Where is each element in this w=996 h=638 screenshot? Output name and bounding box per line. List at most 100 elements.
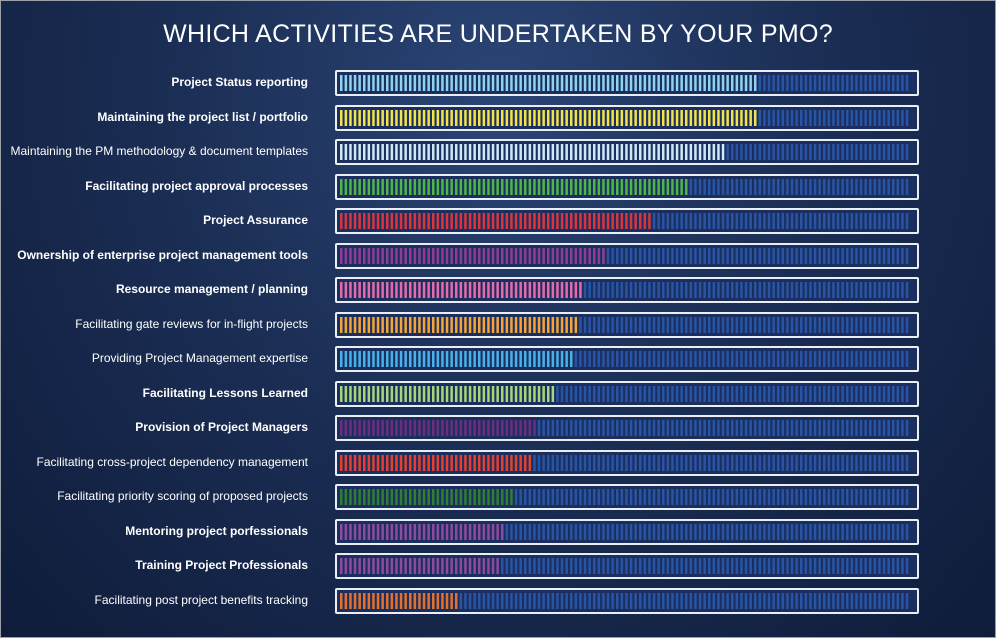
bar-empty-tick <box>689 454 693 471</box>
bar-fill-tick <box>611 178 614 195</box>
bar-empty-tick <box>625 523 628 540</box>
bar-empty-tick <box>859 351 863 367</box>
bar-empty-tick <box>887 316 890 333</box>
bar-empty-tick <box>795 247 798 264</box>
bar-empty-tick <box>537 420 541 436</box>
bar-fill-tick <box>482 247 486 264</box>
bar-empty-tick <box>827 558 831 574</box>
bar-empty-tick <box>813 213 817 229</box>
bar-empty-tick <box>882 316 886 333</box>
bar-empty-tick <box>671 351 674 367</box>
bar-fill-tick <box>616 109 619 126</box>
bar-empty-tick <box>625 489 628 505</box>
bar-empty-tick <box>606 316 610 333</box>
bar-empty-tick <box>905 247 909 264</box>
bar-empty-tick <box>689 316 693 333</box>
bar-empty-tick <box>602 523 605 540</box>
bar-empty-tick <box>689 178 693 195</box>
bar-fill-tick <box>459 213 463 229</box>
bar-empty-tick <box>827 592 831 609</box>
bar-empty-tick <box>731 592 734 609</box>
bar-fill-tick <box>450 144 453 160</box>
bar-fill-tick <box>643 178 647 195</box>
bar-fill-tick <box>616 75 619 91</box>
bar-fill-tick <box>556 282 559 298</box>
bar-empty-tick <box>869 109 872 126</box>
bar-fill-tick <box>593 178 596 195</box>
bar-empty-tick <box>809 316 812 333</box>
bar-empty-tick <box>537 558 541 574</box>
bar-empty-tick <box>836 454 840 471</box>
bar-fill-tick <box>390 316 394 333</box>
bar-fill-tick <box>367 144 371 160</box>
bar-empty-tick <box>896 247 900 264</box>
bar-empty-tick <box>703 558 706 574</box>
bar-fill-tick <box>491 454 495 471</box>
bar-fill-tick <box>353 178 357 195</box>
bar-empty-tick <box>855 420 858 436</box>
bar-empty-tick <box>781 454 785 471</box>
bar-empty-tick <box>731 489 734 505</box>
bar-empty-tick <box>616 489 619 505</box>
bar-empty-tick <box>772 489 775 505</box>
bar-empty-tick <box>827 523 831 540</box>
bar-fill-tick <box>367 489 371 505</box>
bar-fill-tick <box>404 385 407 402</box>
bar-fill-tick <box>358 489 361 505</box>
bar-fill-tick <box>358 247 361 264</box>
bar-empty-tick <box>859 489 863 505</box>
bar-empty-tick <box>565 454 568 471</box>
bar-empty-tick <box>721 592 725 609</box>
bar-empty-tick <box>841 316 844 333</box>
bar-fill-tick <box>340 558 343 574</box>
bar-fill-tick <box>340 213 343 229</box>
bar-fill-tick <box>436 282 440 298</box>
bar-fill-tick <box>432 489 435 505</box>
bar-empty-tick <box>813 558 817 574</box>
bar-fill-tick <box>712 75 716 91</box>
bar-fill-tick <box>560 247 564 264</box>
bar-empty-tick <box>542 420 545 436</box>
bar-fill-tick <box>422 109 426 126</box>
bar-fill-tick <box>372 420 375 436</box>
bar-empty-tick <box>795 523 798 540</box>
bar-fill-tick <box>367 454 371 471</box>
bar-empty-tick <box>781 178 785 195</box>
bar-fill-tick <box>712 109 716 126</box>
bar-fill-tick <box>422 558 426 574</box>
bar-empty-tick <box>501 592 504 609</box>
bar-fill-tick <box>358 351 361 367</box>
bar-empty-tick <box>850 282 854 298</box>
bar-fill-tick <box>468 109 472 126</box>
bar-empty-tick <box>648 351 651 367</box>
bar-empty-tick <box>882 523 886 540</box>
bar-fill-tick <box>482 109 486 126</box>
bar-empty-tick <box>602 454 605 471</box>
bar-empty-tick <box>892 316 895 333</box>
bar-empty-tick <box>892 75 895 91</box>
bar-empty-tick <box>639 489 642 505</box>
bar-empty-tick <box>570 489 573 505</box>
bar-fill-tick <box>441 523 444 540</box>
bar-empty-tick <box>827 489 831 505</box>
bar-empty-tick <box>777 282 780 298</box>
bar-fill-tick <box>505 247 509 264</box>
bar-fill-tick <box>501 247 504 264</box>
bar-fill-tick <box>537 109 541 126</box>
bar-empty-tick <box>832 523 835 540</box>
bar-fill-tick <box>367 592 371 609</box>
bar-fill-tick <box>367 282 371 298</box>
bar-empty-tick <box>629 385 633 402</box>
bar-empty-tick <box>850 420 854 436</box>
bar-empty-tick <box>721 385 725 402</box>
bar-fill-tick <box>386 316 389 333</box>
bar-fill-tick <box>560 282 564 298</box>
bar-empty-tick <box>579 489 582 505</box>
bar-fill-tick <box>547 351 550 367</box>
bar-fill-tick <box>445 247 449 264</box>
bar-empty-tick <box>717 178 720 195</box>
bar-fill-tick <box>390 454 394 471</box>
bar-empty-tick <box>662 282 665 298</box>
bar-fill-tick <box>505 489 509 505</box>
bar-empty-tick <box>892 489 895 505</box>
